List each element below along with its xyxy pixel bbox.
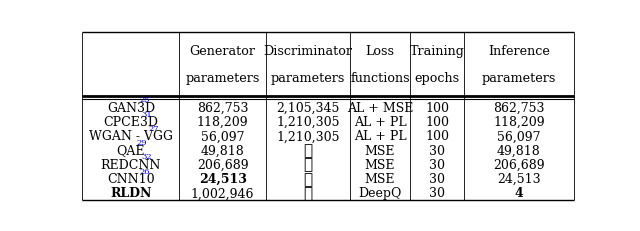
Text: functions: functions xyxy=(350,72,410,85)
Text: 862,753: 862,753 xyxy=(493,101,545,114)
Text: 118,209: 118,209 xyxy=(493,116,545,128)
Text: 1,210,305: 1,210,305 xyxy=(276,116,340,128)
Text: 32: 32 xyxy=(141,153,152,161)
Text: RLDN: RLDN xyxy=(110,187,152,200)
Text: 30: 30 xyxy=(429,187,445,200)
Text: 30: 30 xyxy=(429,172,445,185)
Text: MSE: MSE xyxy=(365,144,396,157)
Text: 100: 100 xyxy=(425,130,449,143)
Text: 25: 25 xyxy=(140,96,150,104)
Text: AL + PL: AL + PL xyxy=(354,130,406,143)
Text: AL + PL: AL + PL xyxy=(354,116,406,128)
Text: DeepQ: DeepQ xyxy=(358,187,402,200)
Text: parameters: parameters xyxy=(271,72,346,85)
Text: ✗: ✗ xyxy=(303,158,313,172)
Text: 26: 26 xyxy=(140,167,150,175)
Text: CNN10: CNN10 xyxy=(107,172,155,185)
Text: 2,105,345: 2,105,345 xyxy=(276,101,340,114)
Text: REDCNN: REDCNN xyxy=(100,158,161,171)
Text: MSE: MSE xyxy=(365,172,396,185)
Text: epochs: epochs xyxy=(415,72,460,85)
Text: 862,753: 862,753 xyxy=(197,101,248,114)
Text: 49,818: 49,818 xyxy=(497,144,541,157)
Text: MSE: MSE xyxy=(365,158,396,171)
Text: 206,689: 206,689 xyxy=(493,158,545,171)
Text: GAN3D: GAN3D xyxy=(107,101,155,114)
Text: Generator: Generator xyxy=(189,45,255,58)
Text: AL + MSE: AL + MSE xyxy=(347,101,413,114)
Text: 27: 27 xyxy=(149,124,159,132)
Text: 206,689: 206,689 xyxy=(196,158,248,171)
Text: 56,097: 56,097 xyxy=(201,130,244,143)
Text: Training: Training xyxy=(410,45,465,58)
Text: Inference: Inference xyxy=(488,45,550,58)
Text: 1,210,305: 1,210,305 xyxy=(276,130,340,143)
Text: 100: 100 xyxy=(425,116,449,128)
Text: 30: 30 xyxy=(429,144,445,157)
Text: 4: 4 xyxy=(515,187,524,200)
Text: parameters: parameters xyxy=(482,72,556,85)
Text: Loss: Loss xyxy=(365,45,395,58)
Text: 56,097: 56,097 xyxy=(497,130,541,143)
Text: 31: 31 xyxy=(141,110,152,118)
Text: 29: 29 xyxy=(136,139,147,146)
Text: ✗: ✗ xyxy=(303,143,313,157)
Text: CPCE3D: CPCE3D xyxy=(103,116,158,128)
Text: 1,002,946: 1,002,946 xyxy=(191,187,254,200)
Text: Discriminator: Discriminator xyxy=(264,45,353,58)
Text: ✗: ✗ xyxy=(303,172,313,186)
Text: 100: 100 xyxy=(425,101,449,114)
Text: QAE: QAE xyxy=(116,144,145,157)
Text: ✗: ✗ xyxy=(303,186,313,200)
Text: 118,209: 118,209 xyxy=(196,116,248,128)
Text: WGAN - VGG: WGAN - VGG xyxy=(89,130,173,143)
Text: parameters: parameters xyxy=(186,72,260,85)
Text: 24,513: 24,513 xyxy=(198,172,246,185)
Text: 24,513: 24,513 xyxy=(497,172,541,185)
Text: 30: 30 xyxy=(429,158,445,171)
Text: 49,818: 49,818 xyxy=(201,144,244,157)
